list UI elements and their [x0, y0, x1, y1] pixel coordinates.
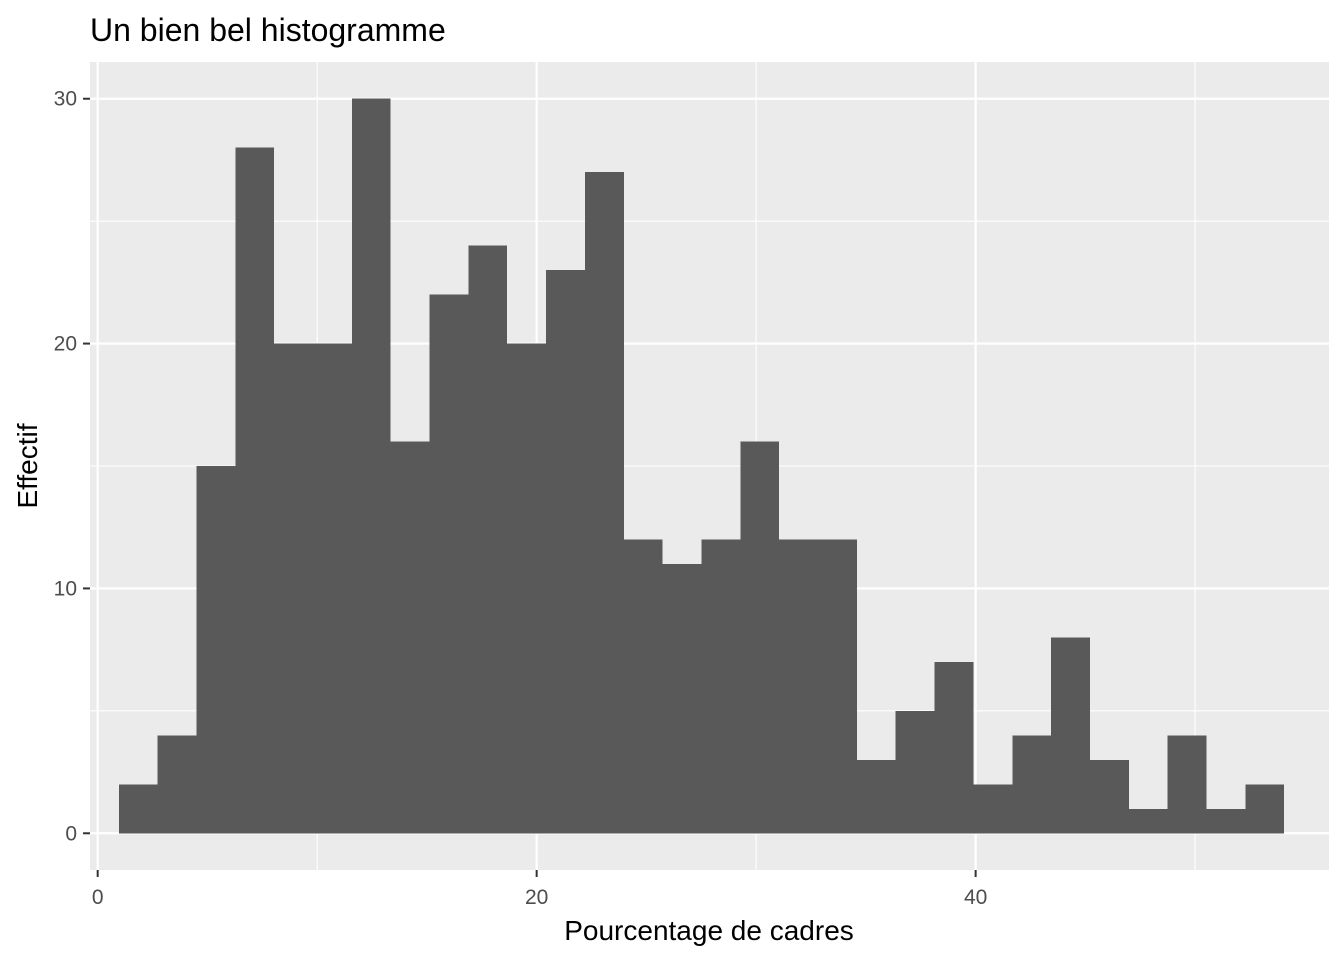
histogram-bar-25 [1051, 637, 1090, 834]
histogram-bar-30 [1245, 784, 1285, 834]
histogram-bar-29 [1206, 808, 1246, 834]
histogram-bar-7 [351, 98, 391, 834]
histogram-bar-22 [934, 661, 974, 834]
histogram-bar-18 [779, 539, 819, 834]
histogram-bar-19 [818, 539, 857, 834]
histogram-bar-6 [312, 343, 352, 834]
histogram-bar-17 [740, 441, 780, 834]
histogram-bar-26 [1089, 759, 1129, 834]
histogram-bar-1 [118, 784, 158, 834]
histogram-bar-14 [623, 539, 663, 834]
x-tick-label: 20 [525, 886, 548, 909]
histogram-bar-10 [468, 245, 508, 834]
histogram-bar-12 [546, 270, 585, 834]
histogram-bar-16 [701, 539, 741, 834]
histogram-bar-2 [157, 735, 197, 834]
y-tick-label: 10 [54, 577, 77, 600]
y-axis-title: Effectif [12, 423, 43, 508]
y-tick-label: 0 [65, 822, 77, 845]
histogram-bars [118, 98, 1285, 834]
histogram-bar-24 [1012, 735, 1052, 834]
histogram-bar-15 [662, 563, 702, 834]
histogram-bar-20 [856, 759, 896, 834]
x-tick-label: 40 [964, 886, 987, 909]
histogram-bar-8 [390, 441, 430, 834]
histogram-bar-28 [1167, 735, 1207, 834]
histogram-bar-11 [507, 343, 547, 834]
tick-labels: 0 10 20 30 0 20 40 [54, 88, 988, 909]
histogram-bar-21 [895, 710, 935, 834]
y-tick-label: 20 [54, 333, 77, 356]
histogram-bar-27 [1128, 808, 1168, 834]
histogram-bar-4 [235, 147, 275, 834]
y-tick-label: 30 [54, 88, 77, 111]
chart-title: Un bien bel histogramme [90, 12, 446, 48]
histogram-bar-3 [196, 466, 236, 834]
histogram-bar-13 [584, 172, 624, 834]
x-axis-title: Pourcentage de cadres [564, 915, 854, 946]
axis-ticks [83, 97, 977, 877]
histogram-bar-23 [973, 784, 1013, 834]
histogram-bar-5 [274, 343, 313, 834]
x-tick-label: 0 [92, 886, 104, 909]
histogram-bar-9 [429, 294, 469, 834]
